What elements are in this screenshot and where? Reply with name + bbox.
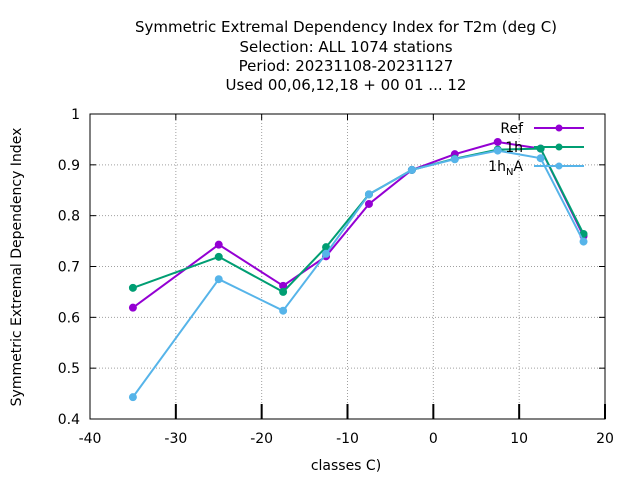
x-tick-label: -10 <box>336 431 359 447</box>
title-line-4: Used 00,06,12,18 + 00 01 ... 12 <box>226 76 467 94</box>
data-point <box>407 165 416 174</box>
data-point <box>493 137 502 146</box>
legend-label-1hna-sub: N <box>506 167 513 178</box>
legend-label-1hna: 1hNA <box>488 159 523 178</box>
legend-marker <box>555 143 563 151</box>
data-point <box>536 154 545 163</box>
y-tick-label: 0.8 <box>58 209 80 225</box>
data-point <box>364 190 373 199</box>
data-point <box>279 306 288 315</box>
data-point <box>128 303 137 312</box>
data-point <box>322 249 331 258</box>
legend-label-ref: Ref <box>500 121 524 137</box>
x-tick-label: 0 <box>429 431 438 447</box>
data-point <box>493 146 502 155</box>
title-line-1: Symmetric Extremal Dependency Index for … <box>135 18 557 36</box>
legend-marker <box>555 124 563 132</box>
title-line-3: Period: 20231108-20231127 <box>239 57 454 75</box>
data-point <box>279 287 288 296</box>
y-tick-label: 0.9 <box>58 158 80 174</box>
data-point <box>450 155 459 164</box>
legend: Ref 1h 1hNA <box>488 121 584 178</box>
title-line-2: Selection: ALL 1074 stations <box>239 38 452 56</box>
series-2 <box>128 146 588 402</box>
series-line <box>132 141 585 309</box>
x-tick-label: -40 <box>79 431 102 447</box>
x-tick-label: -20 <box>250 431 273 447</box>
grid <box>90 114 605 419</box>
y-axis-label: Symmetric Extremal Dependency Index <box>9 128 25 407</box>
x-tick-labels: -40 -30 -20 -10 0 10 20 <box>79 431 614 447</box>
x-tick-label: 10 <box>510 431 528 447</box>
x-tick-label: -30 <box>164 431 187 447</box>
y-tick-label: 0.4 <box>58 412 80 428</box>
data-point <box>128 283 137 292</box>
series-layer <box>128 137 588 402</box>
chart-title: Symmetric Extremal Dependency Index for … <box>135 18 557 94</box>
data-point <box>214 252 223 261</box>
x-tick-label: 20 <box>596 431 614 447</box>
y-tick-labels: 0.4 0.5 0.6 0.7 0.8 0.9 1 <box>58 107 80 428</box>
y-tick-label: 0.7 <box>58 260 80 276</box>
legend-label-1hna-tail: A <box>513 159 523 175</box>
legend-label-1hna-main: 1h <box>488 159 506 175</box>
legend-label-1h: 1h <box>505 140 523 156</box>
data-point <box>364 199 373 208</box>
plot-frame <box>89 113 606 420</box>
data-point <box>128 393 137 402</box>
y-tick-label: 0.6 <box>58 310 80 326</box>
data-point <box>579 237 588 246</box>
data-point <box>214 275 223 284</box>
legend-marker <box>555 162 563 170</box>
series-line <box>132 149 585 398</box>
y-tick-label: 0.5 <box>58 361 80 377</box>
y-tick-label: 1 <box>71 107 80 123</box>
x-axis-label: classes C) <box>311 458 381 474</box>
data-point <box>214 240 223 249</box>
